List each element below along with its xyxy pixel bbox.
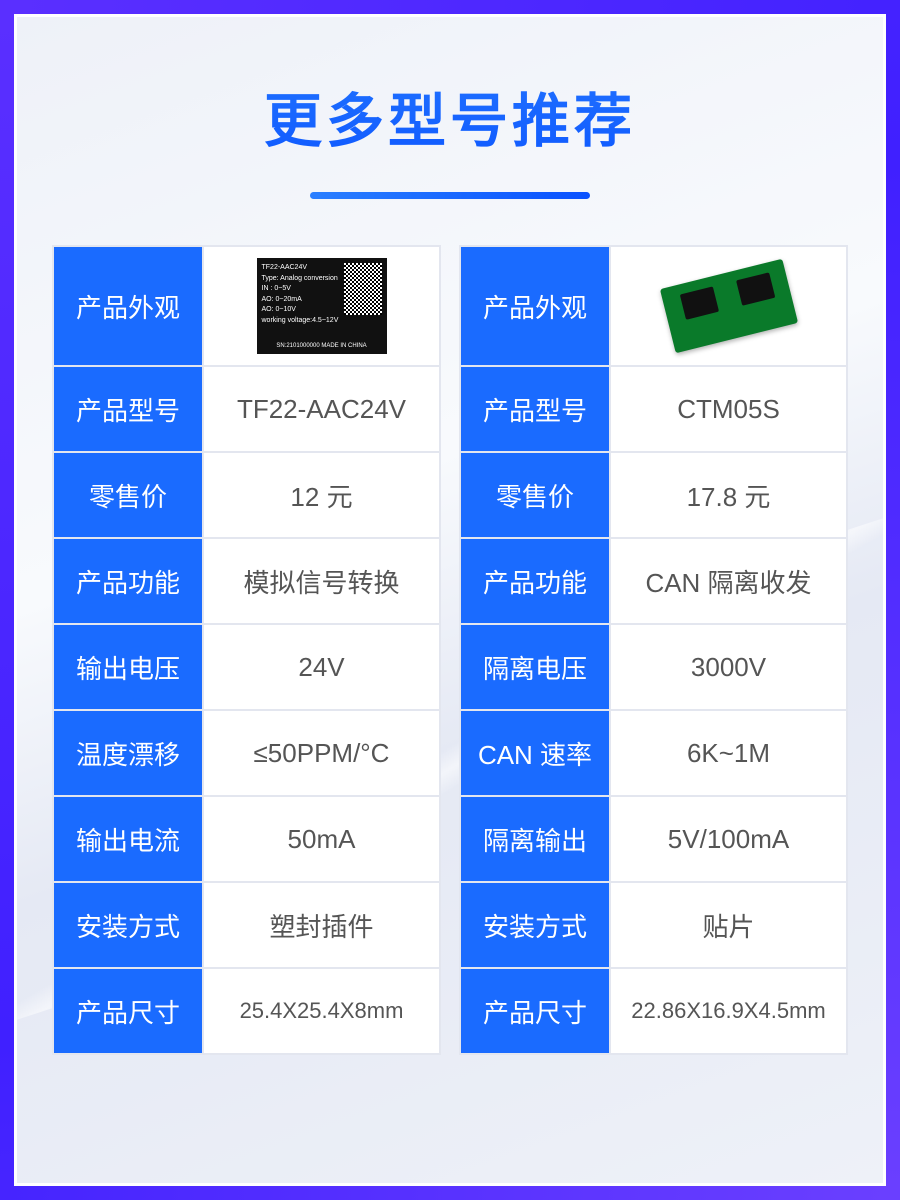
spec-label: 产品尺寸 bbox=[460, 968, 610, 1054]
table-row: 零售价 12 元 bbox=[53, 452, 440, 538]
spec-label: 产品尺寸 bbox=[53, 968, 203, 1054]
spec-value: 3000V bbox=[610, 624, 847, 710]
spec-value: 17.8 元 bbox=[610, 452, 847, 538]
table-row: CAN 速率 6K~1M bbox=[460, 710, 847, 796]
spec-value: 贴片 bbox=[610, 882, 847, 968]
product-chip-image: TF22-AAC24V Type: Analog conversion IN :… bbox=[257, 258, 387, 354]
spec-label: 零售价 bbox=[460, 452, 610, 538]
table-row: 产品型号 CTM05S bbox=[460, 366, 847, 452]
page-title: 更多型号推荐 bbox=[14, 14, 886, 192]
table-row: 隔离电压 3000V bbox=[460, 624, 847, 710]
table-row: 产品功能 模拟信号转换 bbox=[53, 538, 440, 624]
spec-value: 25.4X25.4X8mm bbox=[203, 968, 440, 1054]
table-row: 产品外观 bbox=[460, 246, 847, 366]
pcb-board-icon bbox=[659, 259, 797, 354]
table-row: 输出电流 50mA bbox=[53, 796, 440, 882]
product-image-cell: TF22-AAC24V Type: Analog conversion IN :… bbox=[203, 246, 440, 366]
chip-bottom-text: SN:2101000000 MADE IN CHINA bbox=[262, 343, 382, 351]
table-row: 输出电压 24V bbox=[53, 624, 440, 710]
page-frame: 更多型号推荐 产品外观 TF22-AAC24V Type: Analog con… bbox=[0, 0, 900, 1200]
table-row: 安装方式 塑封插件 bbox=[53, 882, 440, 968]
table-row: 产品尺寸 25.4X25.4X8mm bbox=[53, 968, 440, 1054]
spec-label: 产品型号 bbox=[460, 366, 610, 452]
spec-label: 产品功能 bbox=[53, 538, 203, 624]
spec-value: 塑封插件 bbox=[203, 882, 440, 968]
spec-label: 产品功能 bbox=[460, 538, 610, 624]
table-row: 产品型号 TF22-AAC24V bbox=[53, 366, 440, 452]
spec-value: 6K~1M bbox=[610, 710, 847, 796]
tables-container: 产品外观 TF22-AAC24V Type: Analog conversion… bbox=[14, 199, 886, 1055]
table-row: 产品功能 CAN 隔离收发 bbox=[460, 538, 847, 624]
spec-value: 24V bbox=[203, 624, 440, 710]
table-row: 温度漂移 ≤50PPM/°C bbox=[53, 710, 440, 796]
spec-label: 隔离输出 bbox=[460, 796, 610, 882]
table-row: 隔离输出 5V/100mA bbox=[460, 796, 847, 882]
table-row: 产品外观 TF22-AAC24V Type: Analog conversion… bbox=[53, 246, 440, 366]
spec-value: 模拟信号转换 bbox=[203, 538, 440, 624]
product-table-2: 产品外观 产品型号 CTM05S 零售价 17.8 元 产品功能 bbox=[459, 245, 848, 1055]
spec-label: 安装方式 bbox=[53, 882, 203, 968]
spec-label: 输出电流 bbox=[53, 796, 203, 882]
product-image-cell bbox=[610, 246, 847, 366]
spec-label: 输出电压 bbox=[53, 624, 203, 710]
spec-value: 12 元 bbox=[203, 452, 440, 538]
chip-label-text: TF22-AAC24V Type: Analog conversion IN :… bbox=[262, 263, 339, 349]
spec-label: 隔离电压 bbox=[460, 624, 610, 710]
spec-label: 产品外观 bbox=[53, 246, 203, 366]
product-table-1: 产品外观 TF22-AAC24V Type: Analog conversion… bbox=[52, 245, 441, 1055]
spec-value: TF22-AAC24V bbox=[203, 366, 440, 452]
spec-value: CTM05S bbox=[610, 366, 847, 452]
product-pcb-image bbox=[645, 246, 811, 366]
table-row: 产品尺寸 22.86X16.9X4.5mm bbox=[460, 968, 847, 1054]
spec-value: 22.86X16.9X4.5mm bbox=[610, 968, 847, 1054]
spec-label: 零售价 bbox=[53, 452, 203, 538]
qr-code-icon bbox=[344, 263, 381, 315]
table-row: 零售价 17.8 元 bbox=[460, 452, 847, 538]
spec-label: 产品型号 bbox=[53, 366, 203, 452]
spec-label: 产品外观 bbox=[460, 246, 610, 366]
table-row: 安装方式 贴片 bbox=[460, 882, 847, 968]
spec-label: 温度漂移 bbox=[53, 710, 203, 796]
spec-value: ≤50PPM/°C bbox=[203, 710, 440, 796]
spec-label: CAN 速率 bbox=[460, 710, 610, 796]
spec-value: 5V/100mA bbox=[610, 796, 847, 882]
spec-value: CAN 隔离收发 bbox=[610, 538, 847, 624]
spec-label: 安装方式 bbox=[460, 882, 610, 968]
spec-value: 50mA bbox=[203, 796, 440, 882]
